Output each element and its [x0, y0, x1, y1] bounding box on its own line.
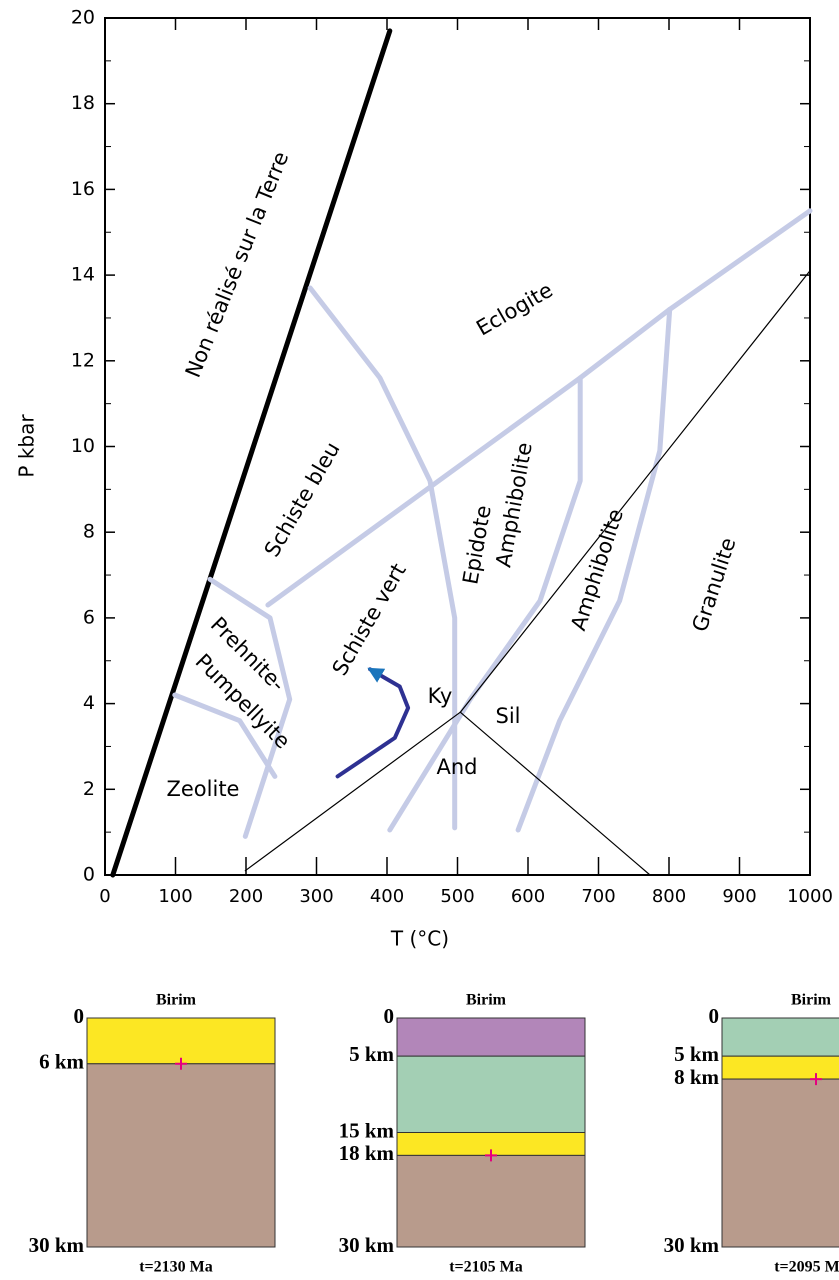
layer: [396, 1154, 586, 1248]
depth-label: 30 km: [664, 1233, 720, 1257]
depth-label: 5 km: [349, 1042, 394, 1066]
x-axis-label: T (°C): [390, 927, 449, 951]
y-tick-label: 0: [83, 864, 95, 886]
depth-label: 30 km: [29, 1233, 85, 1257]
column-title: Birim: [791, 992, 832, 1009]
boundary-line: [459, 711, 651, 876]
region-label: Non réalisé sur la Terre: [181, 148, 294, 381]
x-tick-label: 1000: [787, 886, 833, 907]
region-label: And: [436, 755, 477, 779]
y-tick-label: 10: [71, 435, 95, 457]
layer: [86, 1017, 276, 1065]
depth-label: 0: [384, 1004, 395, 1028]
y-tick-label: 4: [83, 692, 95, 714]
boundary-line: [265, 208, 813, 608]
x-tick-label: 400: [370, 886, 404, 907]
y-tick-label: 6: [83, 606, 95, 628]
y-tick-label: 18: [71, 92, 95, 114]
x-tick-label: 500: [440, 886, 474, 907]
x-tick-label: 600: [511, 886, 545, 907]
y-tick-label: 16: [71, 178, 95, 200]
region-label: Schiste bleu: [260, 438, 345, 561]
column-time: t=2095 Ma: [774, 1259, 839, 1276]
sample-marker: [810, 1073, 822, 1086]
depth-label: 5 km: [674, 1042, 719, 1066]
layer: [721, 1078, 839, 1248]
boundary-line: [307, 285, 458, 831]
region-label: Sil: [496, 704, 521, 728]
y-tick-label: 12: [71, 349, 95, 371]
y-tick-label: 8: [83, 521, 95, 543]
region-label: Schiste vert: [327, 559, 410, 679]
depth-label: 6 km: [39, 1050, 84, 1074]
region-label: Amphibolite: [566, 506, 628, 634]
region-label: Amphibolite: [491, 441, 537, 570]
region-label: Zeolite: [167, 777, 240, 801]
depth-label: 0: [74, 1004, 85, 1028]
y-tick-label: 14: [71, 264, 95, 286]
boundary-line: [515, 306, 673, 833]
y-axis-label: P kbar: [15, 414, 39, 478]
x-tick-label: 900: [722, 886, 756, 907]
region-label: Granulite: [688, 535, 741, 635]
layer: [721, 1055, 839, 1080]
depth-label: 0: [709, 1004, 720, 1028]
column-title: Birim: [156, 992, 197, 1009]
x-tick-label: 700: [581, 886, 615, 907]
pt-path: [335, 667, 411, 779]
depth-label: 30 km: [339, 1233, 395, 1257]
x-tick-label: 100: [158, 886, 192, 907]
boundary-line: [207, 576, 293, 839]
y-tick-label: 2: [83, 778, 95, 800]
column-title: Birim: [466, 992, 507, 1009]
region-label: Epidote: [458, 503, 495, 586]
layer: [721, 1017, 839, 1057]
sample-marker: [485, 1149, 497, 1162]
column-time: t=2130 Ma: [139, 1259, 213, 1276]
boundary-line: [110, 28, 393, 878]
depth-label: 8 km: [674, 1065, 719, 1089]
column-time: t=2105 Ma: [449, 1259, 523, 1276]
boundary-line: [387, 375, 583, 833]
depth-label: 18 km: [339, 1141, 395, 1165]
layer: [86, 1063, 276, 1248]
x-tick-label: 300: [299, 886, 333, 907]
sample-marker: [175, 1057, 187, 1070]
region-label: Ky: [428, 684, 453, 708]
layer: [396, 1017, 586, 1057]
region-label: Eclogite: [472, 278, 557, 341]
layer: [396, 1055, 586, 1133]
y-tick-label: 20: [71, 7, 95, 29]
x-tick-label: 800: [652, 886, 686, 907]
depth-label: 15 km: [339, 1118, 395, 1142]
plot-frame: [104, 17, 811, 876]
x-tick-label: 0: [99, 886, 110, 907]
boundary-line: [172, 692, 278, 779]
x-tick-label: 200: [229, 886, 263, 907]
